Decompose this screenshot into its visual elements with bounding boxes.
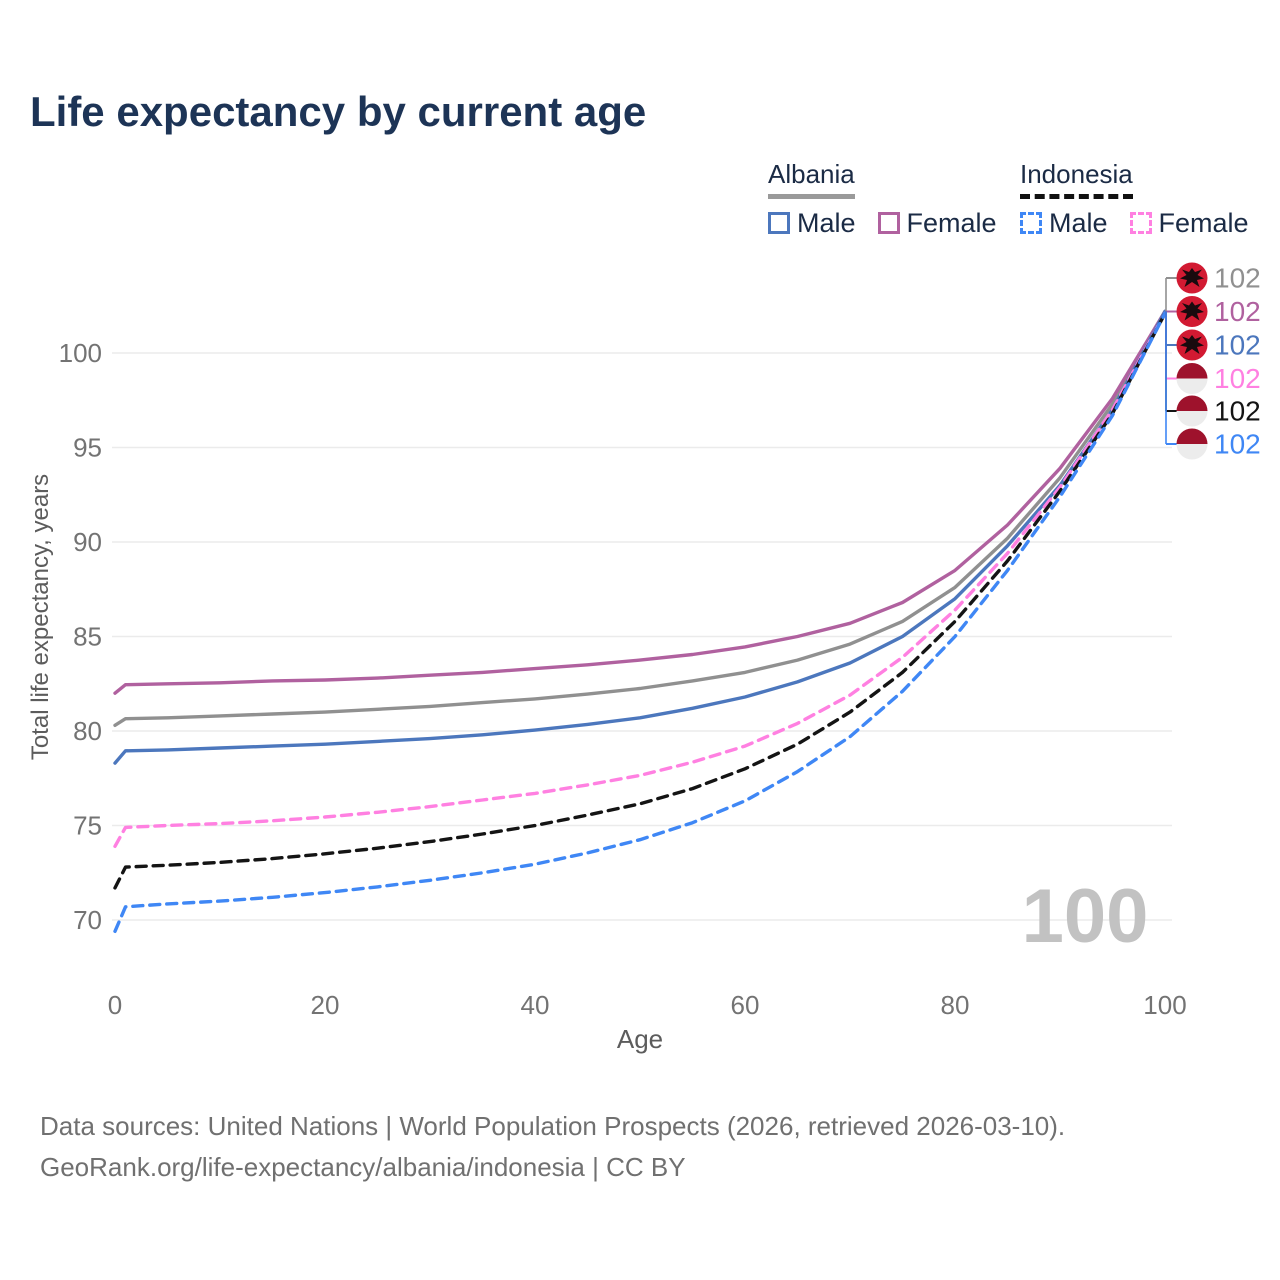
x-tick-80: 80 [941, 990, 970, 1020]
footer: Data sources: United Nations | World Pop… [40, 1106, 1240, 1188]
series-line-indonesia-total [113, 311, 1167, 890]
line-chart: 100 70 75 80 85 90 95 100 0 20 40 60 80 100 Total life… [27, 262, 1261, 1054]
legend-label-indonesia-male: Male [1049, 207, 1108, 238]
end-value-label-albania-male: 102 [1214, 330, 1261, 361]
end-value-label-indonesia-female: 102 [1214, 363, 1261, 394]
albania-eagle-glyph [1180, 268, 1204, 287]
x-axis-label: Age [617, 1024, 663, 1054]
x-tick-20: 20 [311, 990, 340, 1020]
albania-eagle-glyph [1180, 301, 1204, 321]
legend-swatch-albania-female [877, 212, 900, 235]
footer-sources: Data sources: United Nations | World Pop… [40, 1111, 1066, 1141]
legend-swatch-albania-male [768, 212, 790, 235]
y-tick-75: 75 [73, 811, 102, 841]
legend-swatch-indonesia-male [1020, 212, 1042, 235]
legend-header-indonesia: Indonesia [1020, 160, 1133, 199]
indonesia-flag-icon-bottom [1176, 444, 1208, 460]
indonesia-flag-icon-top [1176, 362, 1208, 379]
y-tick-90: 90 [73, 527, 102, 557]
indonesia-flag-icon-top [1176, 395, 1208, 411]
footer-link[interactable]: GeoRank.org/life-expectancy/albania/indo… [40, 1152, 686, 1182]
indonesia-flag-icon-bottom [1176, 378, 1208, 394]
x-tick-100: 100 [1143, 990, 1186, 1020]
end-value-label-indonesia-male: 102 [1214, 429, 1261, 460]
series-line-indonesia-female [113, 311, 1167, 848]
x-tick-40: 40 [521, 990, 550, 1020]
legend-item-albania-male[interactable]: Male [768, 208, 856, 239]
legend-label-indonesia-female: Female [1158, 207, 1249, 238]
legend-label-albania-female: Female [906, 207, 997, 238]
series-line-indonesia-male [113, 311, 1167, 933]
legend-item-indonesia-male[interactable]: Male [1020, 208, 1108, 239]
albania-eagle-glyph [1180, 335, 1204, 354]
legend-item-albania-female[interactable]: Female [877, 207, 997, 239]
legend-swatch-indonesia-female [1129, 212, 1152, 235]
series-line-albania-male [113, 309, 1167, 765]
legend-group-albania: Albania Male Female [768, 160, 997, 239]
y-tick-95: 95 [73, 433, 102, 463]
legend-item-indonesia-female[interactable]: Female [1129, 207, 1249, 239]
x-tick-0: 0 [108, 990, 122, 1020]
indonesia-flag-icon-bottom [1176, 411, 1208, 427]
y-axis-label: Total life expectancy, years [27, 474, 54, 760]
legend-header-albania: Albania [768, 160, 855, 199]
page-title: Life expectancy by current age [30, 88, 647, 135]
y-tick-80: 80 [73, 716, 102, 746]
indonesia-flag-icon-top [1176, 428, 1208, 444]
y-tick-70: 70 [73, 905, 102, 935]
y-tick-100: 100 [59, 338, 102, 368]
series-line-albania-female [113, 309, 1167, 695]
end-value-label-albania-female: 102 [1214, 296, 1261, 327]
end-value-label-indonesia-total: 102 [1214, 396, 1261, 427]
y-tick-85: 85 [73, 622, 102, 652]
series-line-albania-total [113, 309, 1167, 727]
x-tick-60: 60 [731, 990, 760, 1020]
watermark-age: 100 [1022, 874, 1149, 959]
legend-label-albania-male: Male [797, 207, 856, 238]
chart-svg: 100 70 75 80 85 90 95 100 0 20 40 60 80 100 Total life… [27, 262, 1261, 1054]
legend-group-indonesia: Indonesia Male Female [1020, 160, 1249, 239]
end-value-label-albania-total: 102 [1214, 263, 1261, 294]
